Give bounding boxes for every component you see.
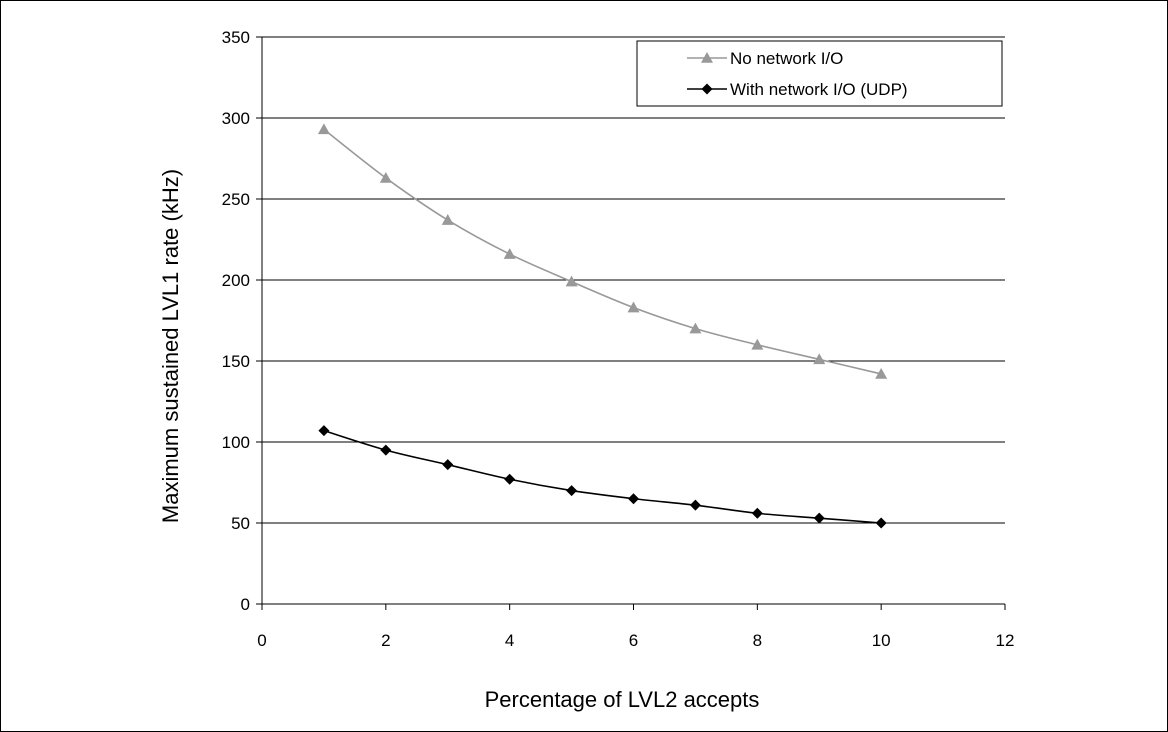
data-point — [380, 444, 392, 456]
legend-marker — [701, 83, 713, 95]
data-point — [875, 367, 888, 379]
data-point — [442, 459, 454, 471]
series-1 — [317, 123, 888, 379]
data-point — [627, 301, 640, 313]
x-axis-label: Percentage of LVL2 accepts — [485, 687, 760, 712]
series — [317, 123, 888, 529]
data-point — [689, 322, 702, 334]
x-tick-label: 2 — [381, 631, 390, 650]
y-tick-label: 250 — [222, 190, 250, 209]
legend-label: No network I/O — [730, 49, 843, 68]
grid-lines — [262, 36, 1005, 524]
series-line — [323, 128, 882, 375]
x-tick-label: 6 — [629, 631, 638, 650]
data-point — [813, 512, 825, 524]
legend-item: With network I/O (UDP) — [687, 80, 908, 99]
data-point — [689, 499, 701, 511]
x-tick-label: 4 — [505, 631, 514, 650]
data-point — [751, 338, 764, 350]
y-tick-label: 200 — [222, 271, 250, 290]
data-point — [318, 425, 330, 437]
data-point — [813, 353, 826, 365]
data-point — [628, 493, 639, 505]
y-tick-label: 0 — [241, 595, 250, 614]
legend: No network I/O With network I/O (UDP) — [636, 40, 1003, 107]
legend-marker — [701, 52, 713, 63]
data-point — [566, 485, 578, 497]
legend-label: With network I/O (UDP) — [730, 80, 908, 99]
data-point — [379, 171, 392, 183]
legend-item: No network I/O — [687, 49, 843, 68]
x-tick-label: 12 — [996, 631, 1015, 650]
data-point — [504, 473, 516, 485]
data-point — [751, 507, 763, 519]
axes — [256, 36, 1006, 610]
data-point — [875, 517, 887, 529]
data-point — [441, 214, 454, 225]
y-tick-label: 150 — [222, 352, 250, 371]
data-point — [503, 248, 516, 259]
tick-labels: 0 50 100 150 200 250 300 350 0 2 4 6 8 10 12 — [222, 28, 1015, 650]
y-tick-label: 100 — [222, 433, 250, 452]
x-tick-label: 0 — [257, 631, 266, 650]
x-tick-label: 8 — [753, 631, 762, 650]
data-point — [565, 275, 578, 287]
legend-box — [636, 40, 1003, 107]
y-tick-label: 50 — [231, 514, 250, 533]
y-axis-label: Maximum sustained LVL1 rate (kHz) — [158, 169, 183, 523]
y-tick-label: 350 — [222, 28, 250, 47]
data-point — [317, 123, 330, 135]
series-2 — [318, 425, 887, 529]
y-tick-label: 300 — [222, 109, 250, 128]
x-tick-label: 10 — [872, 631, 891, 650]
series-line — [323, 429, 882, 524]
